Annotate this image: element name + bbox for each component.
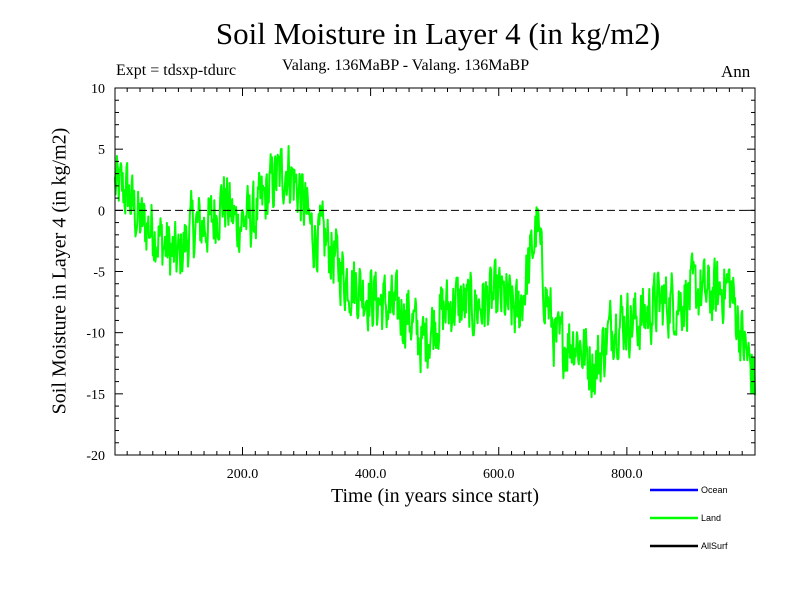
x-tick-label: 200.0 [227,467,259,482]
series-layer [114,145,756,399]
legend-label-ocean: Ocean [701,485,728,495]
period-label: Ann [721,62,751,81]
legend-label-allsurf: AllSurf [701,541,728,551]
legend: Ocean Land AllSurf [650,485,728,551]
experiment-label: Expt = tdsxp-tdurc [116,62,237,79]
series-line-land [114,145,756,399]
legend-label-land: Land [701,513,721,523]
x-axis-label: Time (in years since start) [330,485,540,507]
y-tick-label: -10 [86,327,105,342]
y-tick-label: -15 [86,388,105,403]
x-tick-label: 600.0 [483,467,515,482]
chart-title: Soil Moisture in Layer 4 (in kg/m2) [215,16,661,51]
y-tick-label: 5 [98,143,105,158]
chart-subtitle: Valang. 136MaBP - Valang. 136MaBP [282,57,530,74]
plot-frame [114,87,756,456]
y-tick-label: -5 [93,266,105,281]
x-tick-label: 800.0 [611,467,643,482]
y-tick-label: 10 [91,82,105,97]
y-tick-label: 0 [98,204,105,219]
x-tick-label: 400.0 [355,467,387,482]
y-tick-label: -20 [86,449,105,464]
axis-layer: 10 5 0 -5 -10 -15 -20 200.0 400.0 600.0 800.0 [86,82,756,482]
